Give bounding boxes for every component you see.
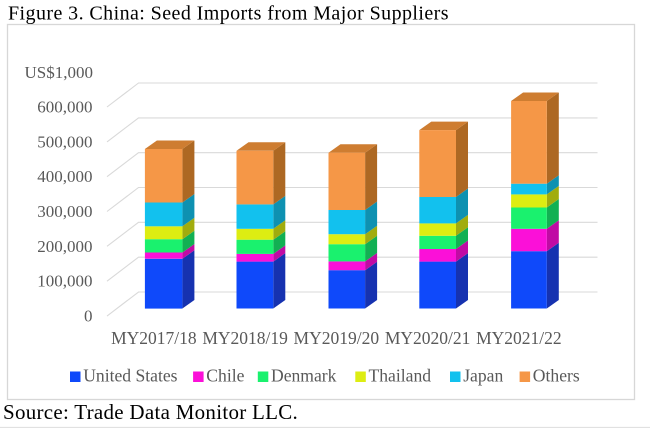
svg-text:US$1,000: US$1,000 [25, 63, 93, 82]
svg-text:200,000: 200,000 [37, 237, 92, 256]
svg-text:Source: Trade Data Monitor LLC: Source: Trade Data Monitor LLC. [3, 400, 298, 424]
svg-text:0: 0 [84, 307, 93, 326]
svg-text:Japan: Japan [463, 365, 503, 385]
svg-text:300,000: 300,000 [37, 202, 92, 221]
svg-text:MY2021/22: MY2021/22 [476, 328, 562, 348]
svg-text:Others: Others [533, 365, 580, 385]
svg-text:MY2017/18: MY2017/18 [111, 328, 197, 348]
svg-text:Chile: Chile [206, 365, 244, 385]
svg-text:600,000: 600,000 [37, 98, 92, 117]
svg-text:500,000: 500,000 [37, 132, 92, 151]
svg-text:MY2018/19: MY2018/19 [202, 328, 288, 348]
svg-text:MY2019/20: MY2019/20 [294, 328, 380, 348]
svg-text:Figure 3. China: Seed Imports: Figure 3. China: Seed Imports from Major… [8, 3, 449, 25]
svg-text:400,000: 400,000 [37, 167, 92, 186]
svg-text:100,000: 100,000 [37, 272, 92, 291]
svg-text:Thailand: Thailand [369, 365, 432, 385]
svg-text:United States: United States [83, 365, 177, 385]
svg-text:Denmark: Denmark [271, 365, 337, 385]
svg-text:MY2020/21: MY2020/21 [385, 328, 471, 348]
